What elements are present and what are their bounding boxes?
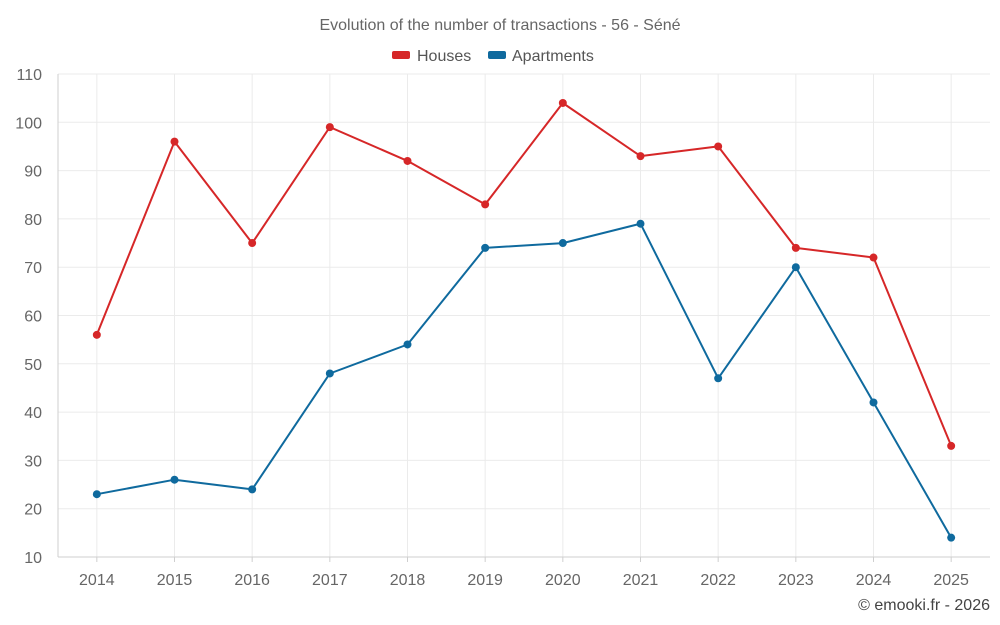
y-axis-ticks: 10 20 30 40 50 60 70 80 90 100 110 (15, 67, 42, 567)
data-point-apartments-2014[interactable] (92, 490, 101, 499)
legend-item-houses[interactable]: Houses (392, 48, 471, 65)
y-tick-label-20: 20 (24, 502, 42, 519)
data-point-apartments-2024[interactable] (869, 398, 878, 407)
data-point-houses-2020[interactable] (558, 98, 567, 107)
x-tick-label-2023: 2023 (778, 572, 814, 589)
gridlines (58, 73, 990, 557)
legend-item-apartments[interactable]: Apartments (488, 48, 594, 65)
data-point-apartments-2018[interactable] (403, 340, 412, 349)
credit-text: © emooki.fr - 2026 (858, 597, 990, 614)
x-tick-label-2025: 2025 (933, 572, 969, 589)
legend-label-houses: Houses (417, 48, 471, 65)
data-point-houses-2017[interactable] (325, 123, 334, 132)
data-point-houses-2016[interactable] (248, 239, 257, 248)
x-tick-label-2017: 2017 (312, 572, 348, 589)
series-houses (92, 98, 956, 450)
data-point-houses-2014[interactable] (92, 330, 101, 339)
data-point-houses-2015[interactable] (170, 137, 179, 146)
y-tick-label-10: 10 (24, 550, 42, 567)
x-tick-label-2019: 2019 (467, 572, 503, 589)
data-point-apartments-2025[interactable] (947, 533, 956, 542)
data-point-houses-2019[interactable] (481, 200, 490, 209)
y-tick-label-70: 70 (24, 260, 42, 277)
data-point-apartments-2022[interactable] (714, 374, 723, 383)
y-tick-label-40: 40 (24, 405, 42, 422)
series-line-apartments (96, 222, 953, 539)
x-tick-label-2016: 2016 (234, 572, 270, 589)
x-tick-label-2015: 2015 (157, 572, 193, 589)
series-apartments (92, 219, 956, 542)
data-point-apartments-2019[interactable] (481, 243, 490, 252)
y-tick-label-110: 110 (16, 67, 42, 84)
x-tick-label-2021: 2021 (623, 572, 659, 589)
data-point-apartments-2017[interactable] (325, 369, 334, 378)
data-point-houses-2021[interactable] (636, 152, 645, 161)
y-tick-label-80: 80 (24, 212, 42, 229)
legend-swatch-houses (392, 51, 410, 59)
y-tick-label-30: 30 (24, 453, 42, 470)
data-point-houses-2023[interactable] (791, 243, 800, 252)
data-point-apartments-2021[interactable] (636, 219, 645, 228)
x-axis-ticks: 2014 2015 2016 2017 2018 2019 2020 2021 2022 2023… (79, 572, 969, 589)
data-point-apartments-2015[interactable] (170, 475, 179, 484)
x-tick-label-2018: 2018 (390, 572, 426, 589)
x-tick-label-2014: 2014 (79, 572, 115, 589)
data-point-apartments-2023[interactable] (791, 263, 800, 272)
y-tick-label-100: 100 (15, 115, 42, 132)
data-point-houses-2022[interactable] (714, 142, 723, 151)
axes (57, 74, 990, 562)
x-tick-label-2022: 2022 (700, 572, 736, 589)
series-line-houses (95, 102, 953, 447)
data-point-houses-2025[interactable] (947, 441, 956, 450)
legend-label-apartments: Apartments (512, 48, 594, 65)
legend: Houses Apartments (392, 48, 594, 65)
data-point-houses-2024[interactable] (869, 253, 878, 262)
series (92, 98, 956, 542)
y-tick-label-50: 50 (24, 357, 42, 374)
chart-title: Evolution of the number of transactions … (319, 17, 680, 34)
data-point-apartments-2016[interactable] (248, 485, 257, 494)
legend-swatch-apartments (488, 51, 506, 59)
x-tick-label-2024: 2024 (856, 572, 892, 589)
data-point-apartments-2020[interactable] (558, 239, 567, 248)
y-tick-label-60: 60 (24, 309, 42, 326)
data-point-houses-2018[interactable] (403, 156, 412, 165)
x-tick-label-2020: 2020 (545, 572, 581, 589)
y-tick-label-90: 90 (24, 164, 42, 181)
